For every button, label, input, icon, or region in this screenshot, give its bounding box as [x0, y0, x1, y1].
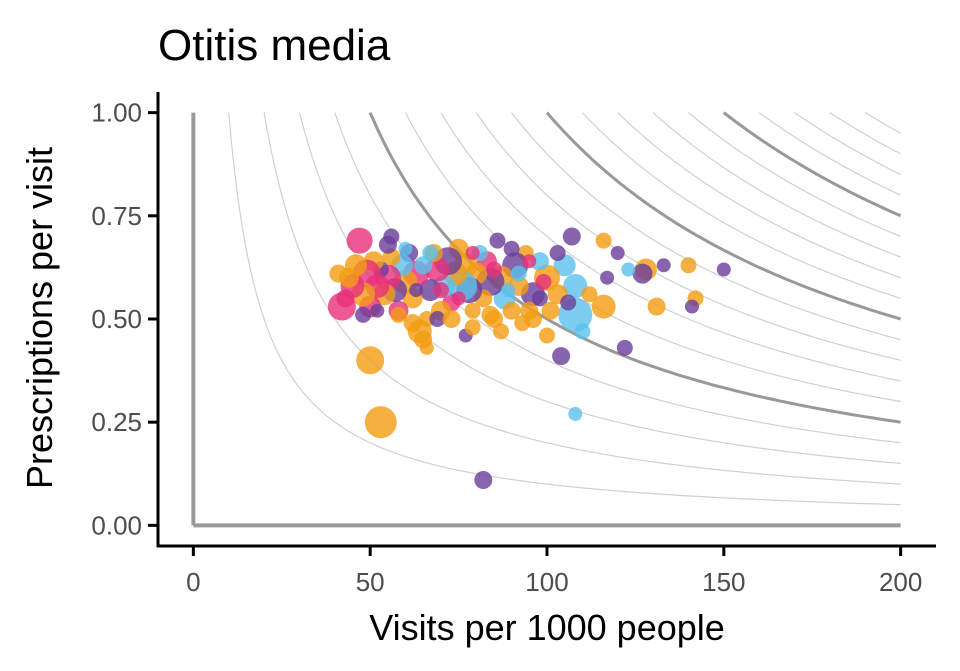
data-point [486, 261, 502, 278]
data-point [481, 305, 500, 324]
data-point [541, 301, 560, 320]
data-point [591, 294, 616, 319]
data-points [327, 227, 731, 489]
data-point [409, 283, 424, 298]
x-tick-label: 150 [702, 567, 745, 597]
data-point [560, 294, 577, 311]
data-point [610, 246, 625, 260]
data-point [523, 310, 542, 328]
data-point [563, 274, 588, 298]
y-axis-title: Prescriptions per visit [19, 147, 60, 489]
data-point [562, 227, 581, 246]
isoquant-minor [263, 112, 901, 485]
data-point [616, 339, 633, 356]
data-point [364, 406, 397, 439]
data-point [535, 273, 552, 290]
data-point [355, 306, 372, 323]
data-point [595, 232, 612, 249]
isoquant-minor [688, 112, 901, 238]
data-point [419, 340, 434, 355]
reference-axes [191, 112, 901, 528]
data-point [632, 263, 653, 284]
data-point [552, 347, 571, 366]
data-point [539, 327, 555, 344]
y-tick-label: 0.25 [91, 407, 142, 437]
data-point [464, 319, 481, 336]
x-axis-title: Visits per 1000 people [369, 607, 725, 648]
y-tick-label: 0.50 [91, 304, 142, 334]
data-point [451, 291, 466, 306]
data-point [685, 299, 699, 314]
isoquant-minor [758, 112, 901, 196]
data-point [370, 303, 385, 318]
data-point [489, 232, 506, 249]
y-tick-label: 0.00 [91, 510, 142, 540]
data-point [600, 270, 615, 285]
data-point [531, 290, 548, 307]
data-point [522, 254, 537, 269]
isoquant-major [722, 111, 902, 218]
data-point [390, 306, 407, 323]
plot-area [191, 111, 902, 528]
y-tick-label: 1.00 [91, 98, 142, 128]
data-point [656, 258, 671, 273]
data-point [403, 314, 422, 333]
isoquant-minor [864, 112, 901, 134]
data-point [465, 246, 480, 260]
data-point [383, 228, 400, 245]
data-point [574, 323, 591, 340]
data-point [398, 241, 413, 256]
data-point [414, 256, 433, 275]
data-point [464, 302, 481, 319]
data-point [581, 286, 598, 303]
data-point [568, 406, 583, 421]
isoquant-minor [298, 112, 901, 465]
data-point [474, 471, 493, 489]
data-point [442, 310, 461, 328]
x-tick-label: 200 [879, 567, 922, 597]
isoquant-minor [511, 112, 901, 341]
data-point [621, 262, 636, 277]
isoquant-minor [581, 112, 901, 299]
y-tick-label: 0.75 [91, 201, 142, 231]
isoquant-minor [228, 112, 901, 506]
isoquant-minor [829, 112, 901, 155]
data-point [503, 240, 520, 257]
isoquant-minor [652, 112, 901, 258]
data-point [502, 301, 521, 320]
data-point [432, 282, 449, 299]
data-point [680, 257, 697, 274]
data-point [647, 297, 666, 316]
data-point [530, 252, 549, 271]
data-point [493, 323, 509, 340]
data-point [327, 292, 356, 321]
x-tick-label: 50 [356, 567, 385, 597]
data-point [510, 265, 527, 282]
isoquant-minor [440, 112, 901, 382]
x-axis-ticks: 0 50 100 150 200 [186, 546, 922, 597]
isoquant-minor [334, 112, 901, 444]
axes: 0 50 100 150 200 0.00 0.25 0.50 0.75 1.00 [91, 92, 936, 597]
data-point [501, 283, 516, 298]
data-point [346, 227, 373, 254]
data-point [329, 264, 348, 283]
isoquant-minor [617, 112, 901, 279]
y-axis-ticks: 0.00 0.25 0.50 0.75 1.00 [91, 98, 158, 540]
chart-title: Otitis media [158, 21, 391, 70]
data-point [549, 245, 566, 261]
data-point [716, 262, 731, 277]
data-point [356, 346, 385, 375]
x-tick-label: 0 [186, 567, 200, 597]
x-tick-label: 100 [525, 567, 568, 597]
data-point [429, 311, 446, 327]
isoquant-major [545, 111, 902, 321]
isoquant-minor [794, 112, 901, 176]
data-point [422, 245, 439, 261]
